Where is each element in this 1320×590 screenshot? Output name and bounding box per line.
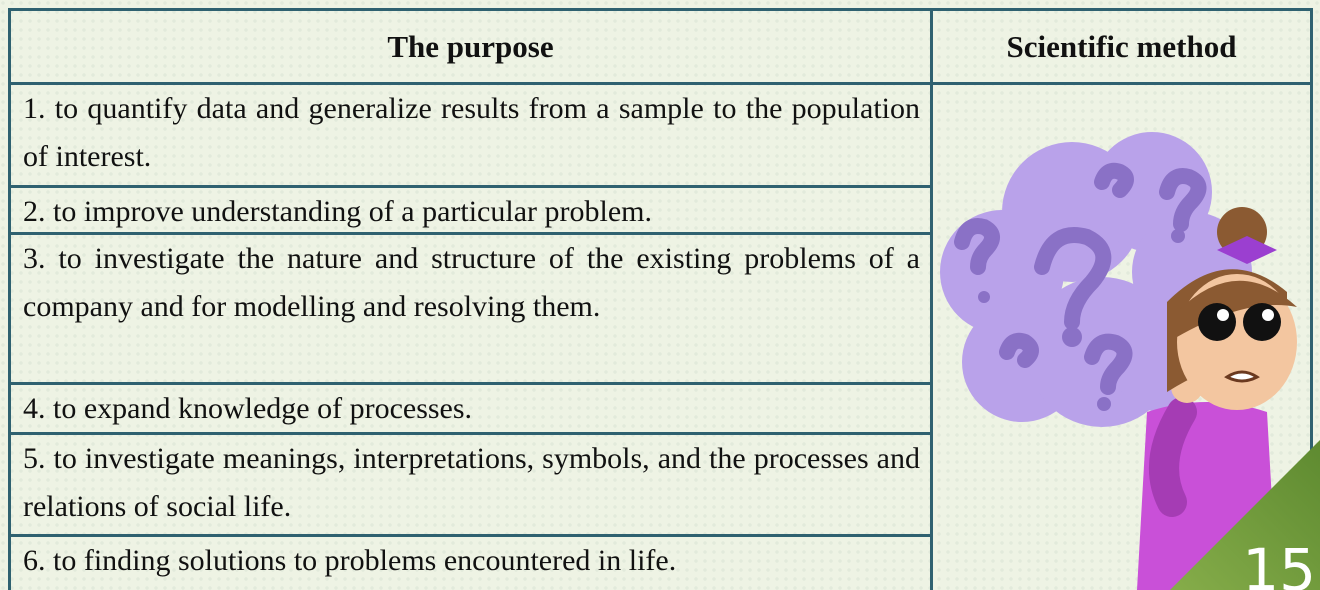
eye: [1198, 303, 1236, 341]
purpose-row: 6. to finding solutions to problems enco…: [8, 534, 933, 590]
question-dots: [978, 229, 1185, 411]
purpose-row: 2. to improve understanding of a particu…: [8, 185, 933, 235]
purpose-row: 4. to expand knowledge of processes.: [8, 382, 933, 435]
page-number: 15: [1242, 536, 1316, 590]
eye-shine: [1262, 309, 1274, 321]
eye-shine: [1217, 309, 1229, 321]
arm: [1149, 397, 1197, 517]
corner-triangle: [1170, 440, 1320, 590]
confused-girl-illustration: [940, 132, 1297, 590]
eye: [1243, 303, 1281, 341]
fringe: [1177, 280, 1297, 337]
header-purpose: The purpose: [8, 8, 933, 85]
purpose-row: 3. to investigate the nature and structu…: [8, 232, 933, 385]
bow: [1217, 236, 1277, 264]
page-number-badge: 15: [1170, 440, 1320, 590]
header-method: Scientific method: [930, 8, 1313, 85]
mouth: [1224, 370, 1260, 383]
purpose-row: 1. to quantify data and generalize resul…: [8, 82, 933, 188]
purpose-row: 5. to investigate meanings, interpretati…: [8, 432, 933, 537]
question-marks: [954, 162, 1207, 395]
